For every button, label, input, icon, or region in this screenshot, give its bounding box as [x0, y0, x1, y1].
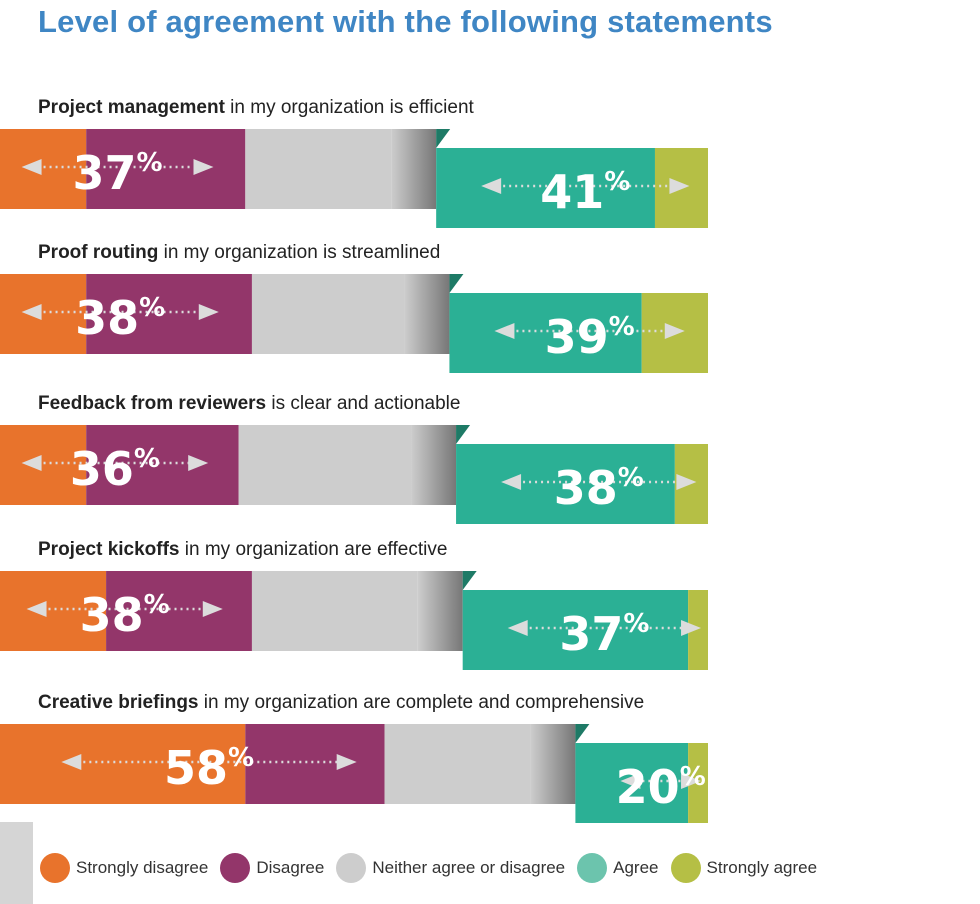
disagree-total-label: 58% [164, 741, 254, 795]
legend-item: Disagree [220, 853, 324, 883]
disagree-total-label: 38% [75, 291, 165, 345]
statement-label: Project management in my organization is… [38, 97, 475, 118]
legend-label: Agree [613, 858, 659, 877]
statement-label: Project kickoffs in my organization are … [38, 539, 447, 560]
bar-fold-shadow [530, 724, 576, 804]
disagree-total-label: 36% [70, 442, 160, 496]
bar-strongly-agree [688, 590, 708, 670]
bar-strongly-disagree [0, 274, 87, 354]
legend-swatch [40, 853, 70, 883]
legend-label: Neither agree or disagree [372, 858, 566, 877]
legend-item: Strongly agree [670, 853, 818, 883]
chart-title: Level of agreement with the following st… [38, 4, 773, 39]
disagree-arrow [26, 601, 223, 617]
bar-disagree [245, 724, 385, 804]
bar-disagree [86, 425, 239, 505]
agree-total-label: 20% [616, 760, 706, 814]
legend-label: Strongly agree [706, 858, 818, 877]
legend-label: Strongly disagree [76, 858, 209, 877]
bar-neither [251, 571, 418, 651]
agree-arrow [620, 773, 702, 789]
bar-fold-corner [436, 129, 451, 148]
bar-disagree [86, 129, 246, 209]
bar-fold-shadow [411, 425, 457, 505]
agree-arrow [501, 474, 697, 490]
legend-swatch [670, 853, 701, 883]
legend-label: Disagree [256, 858, 325, 877]
bar-neither [251, 274, 405, 354]
bar-fold-corner [456, 425, 471, 444]
side-decoration-strip [0, 822, 33, 904]
diverging-bar-chart: Project management in my organization is… [0, 97, 708, 823]
agree-total-label: 37% [559, 607, 649, 661]
statement-label: Feedback from reviewers is clear and act… [38, 393, 460, 414]
bar-agree [456, 444, 675, 524]
bar-disagree [86, 274, 252, 354]
disagree-total-label: 37% [72, 146, 162, 200]
bar-fold-shadow [404, 274, 450, 354]
disagree-total-label: 38% [80, 588, 170, 642]
statement-label: Proof routing in my organization is stre… [38, 242, 440, 263]
agree-total-label: 38% [554, 461, 644, 515]
bar-fold-shadow [417, 571, 463, 651]
agree-arrow [494, 323, 685, 339]
bar-fold-corner [462, 571, 477, 590]
bar-fold-corner [449, 274, 464, 293]
bar-neither [238, 425, 412, 505]
bar-agree [449, 293, 642, 373]
bar-disagree [106, 571, 252, 651]
disagree-arrow [61, 754, 357, 770]
bar-strongly-disagree [0, 571, 107, 651]
bar-strongly-disagree [0, 425, 87, 505]
bar-neither [245, 129, 392, 209]
bar-agree [436, 148, 655, 228]
disagree-arrow [21, 304, 219, 320]
legend-swatch [220, 853, 251, 883]
bar-fold-corner [575, 724, 590, 743]
agree-total-label: 41% [540, 165, 630, 219]
bar-agree [462, 590, 689, 670]
legend: Strongly disagree Disagree Neither agree o… [40, 853, 829, 883]
bar-strongly-disagree [0, 724, 246, 804]
agree-arrow [481, 178, 690, 194]
legend-swatch [336, 853, 367, 883]
agree-arrow [507, 620, 702, 636]
legend-item: Neither agree or disagree [336, 853, 565, 883]
bar-neither [384, 724, 531, 804]
disagree-arrow [21, 159, 214, 175]
agree-total-label: 39% [545, 310, 635, 364]
legend-swatch [577, 853, 608, 883]
bar-strongly-disagree [0, 129, 87, 209]
bar-strongly-agree [688, 743, 708, 823]
bar-fold-shadow [391, 129, 437, 209]
legend-item: Strongly disagree [40, 853, 208, 883]
statement-label: Creative briefings in my organization ar… [38, 692, 644, 713]
disagree-arrow [21, 455, 209, 471]
legend-item: Agree [577, 853, 659, 883]
